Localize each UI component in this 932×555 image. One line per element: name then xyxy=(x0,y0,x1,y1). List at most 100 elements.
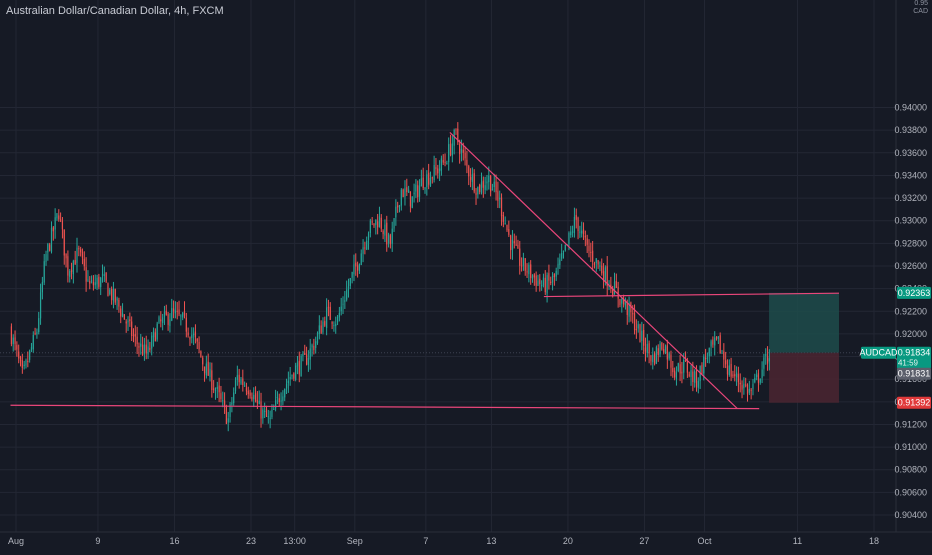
candle-body xyxy=(670,354,672,368)
candle-body xyxy=(70,269,73,272)
candle-body xyxy=(165,310,167,315)
price-tick-label: 0.93000 xyxy=(894,216,927,226)
candle-body xyxy=(180,315,182,317)
candle-body xyxy=(415,184,417,192)
candle-body xyxy=(714,337,716,346)
currency-top-value: 0.95 xyxy=(914,0,928,7)
candle-body xyxy=(320,325,322,334)
price-tick-label: 0.90600 xyxy=(894,487,927,497)
candle-body xyxy=(486,181,488,184)
candle-body xyxy=(475,192,477,195)
candle-body xyxy=(61,220,64,230)
candle-body xyxy=(422,177,424,189)
candle-body xyxy=(641,330,643,341)
candle-body xyxy=(664,346,667,353)
candle-body xyxy=(382,230,384,235)
candle-body xyxy=(522,257,525,266)
candle-body xyxy=(506,225,508,231)
candle-body xyxy=(526,271,528,273)
candle-body xyxy=(431,177,433,179)
candle-body xyxy=(440,158,443,171)
time-tick-label: 7 xyxy=(423,536,428,546)
candle-body xyxy=(535,275,537,286)
candle-body xyxy=(643,329,645,346)
candle-body xyxy=(213,388,215,390)
candle-body xyxy=(152,330,155,338)
candle-body xyxy=(746,384,749,395)
stop-price-badge-bg xyxy=(897,396,931,409)
candle-body xyxy=(397,205,399,208)
candle-body xyxy=(244,385,246,387)
candle-body xyxy=(537,280,539,286)
time-tick-label: 20 xyxy=(563,536,573,546)
candle-body xyxy=(459,144,461,155)
candle-body xyxy=(573,216,576,233)
candle-body xyxy=(360,253,362,266)
grid-lines xyxy=(0,0,896,532)
candle-body xyxy=(227,418,229,423)
candle-body xyxy=(663,349,665,353)
target-zone[interactable] xyxy=(769,292,839,353)
candle-body xyxy=(411,196,413,208)
candle-body xyxy=(194,331,197,338)
candle-body xyxy=(613,281,616,295)
candle-body xyxy=(258,400,260,405)
candle-body xyxy=(530,264,532,278)
candle-body xyxy=(209,368,211,378)
candle-body xyxy=(10,326,13,345)
candle-body xyxy=(182,312,184,318)
current-price-badge-bg xyxy=(897,367,931,380)
candle-body xyxy=(579,231,581,233)
candle-body xyxy=(524,258,526,271)
stop-zone[interactable] xyxy=(769,352,839,403)
candle-body xyxy=(234,380,237,392)
candle-body xyxy=(417,185,419,198)
candle-body xyxy=(715,337,718,339)
candle-body xyxy=(624,300,627,306)
candle-body xyxy=(333,324,335,326)
candle-body xyxy=(455,129,457,131)
price-tick-label: 0.92800 xyxy=(894,238,927,248)
candle-body xyxy=(96,277,98,285)
descending-trendline[interactable] xyxy=(449,132,738,410)
candle-body xyxy=(264,410,266,412)
candle-body xyxy=(305,354,308,365)
price-tick-label: 0.93800 xyxy=(894,125,927,135)
candle-body xyxy=(45,254,47,262)
candle-body xyxy=(29,350,31,360)
candle-body xyxy=(575,215,577,220)
candle-body xyxy=(637,324,639,329)
candle-body xyxy=(49,244,51,251)
resistance-line[interactable] xyxy=(543,292,840,298)
candle-body xyxy=(342,303,344,305)
time-tick-label: Oct xyxy=(698,536,713,546)
chart-title: Australian Dollar/Canadian Dollar, 4h, F… xyxy=(6,5,224,17)
candle-body xyxy=(490,175,492,192)
candle-body xyxy=(712,339,714,345)
candle-body xyxy=(56,213,58,219)
target-price-badge-text: 0.92363 xyxy=(898,288,931,298)
candle-body xyxy=(89,281,91,284)
candle-body xyxy=(384,224,386,236)
candle-body xyxy=(442,160,444,163)
candle-body xyxy=(398,204,401,208)
candle-body xyxy=(367,233,370,240)
candle-body xyxy=(719,335,721,354)
candle-body xyxy=(500,197,503,217)
candle-body xyxy=(761,369,763,378)
candle-body xyxy=(19,357,22,362)
candle-body xyxy=(488,175,490,183)
currency-label: 0.95 CAD xyxy=(906,0,928,16)
candle-body xyxy=(94,282,96,286)
candle-body xyxy=(539,278,541,285)
candle-body xyxy=(590,251,592,253)
candle-body xyxy=(449,143,452,155)
candle-body xyxy=(615,280,617,288)
candle-body xyxy=(265,408,268,417)
candle-body xyxy=(293,373,295,379)
support-line[interactable] xyxy=(10,404,760,410)
candle-body xyxy=(684,360,687,362)
